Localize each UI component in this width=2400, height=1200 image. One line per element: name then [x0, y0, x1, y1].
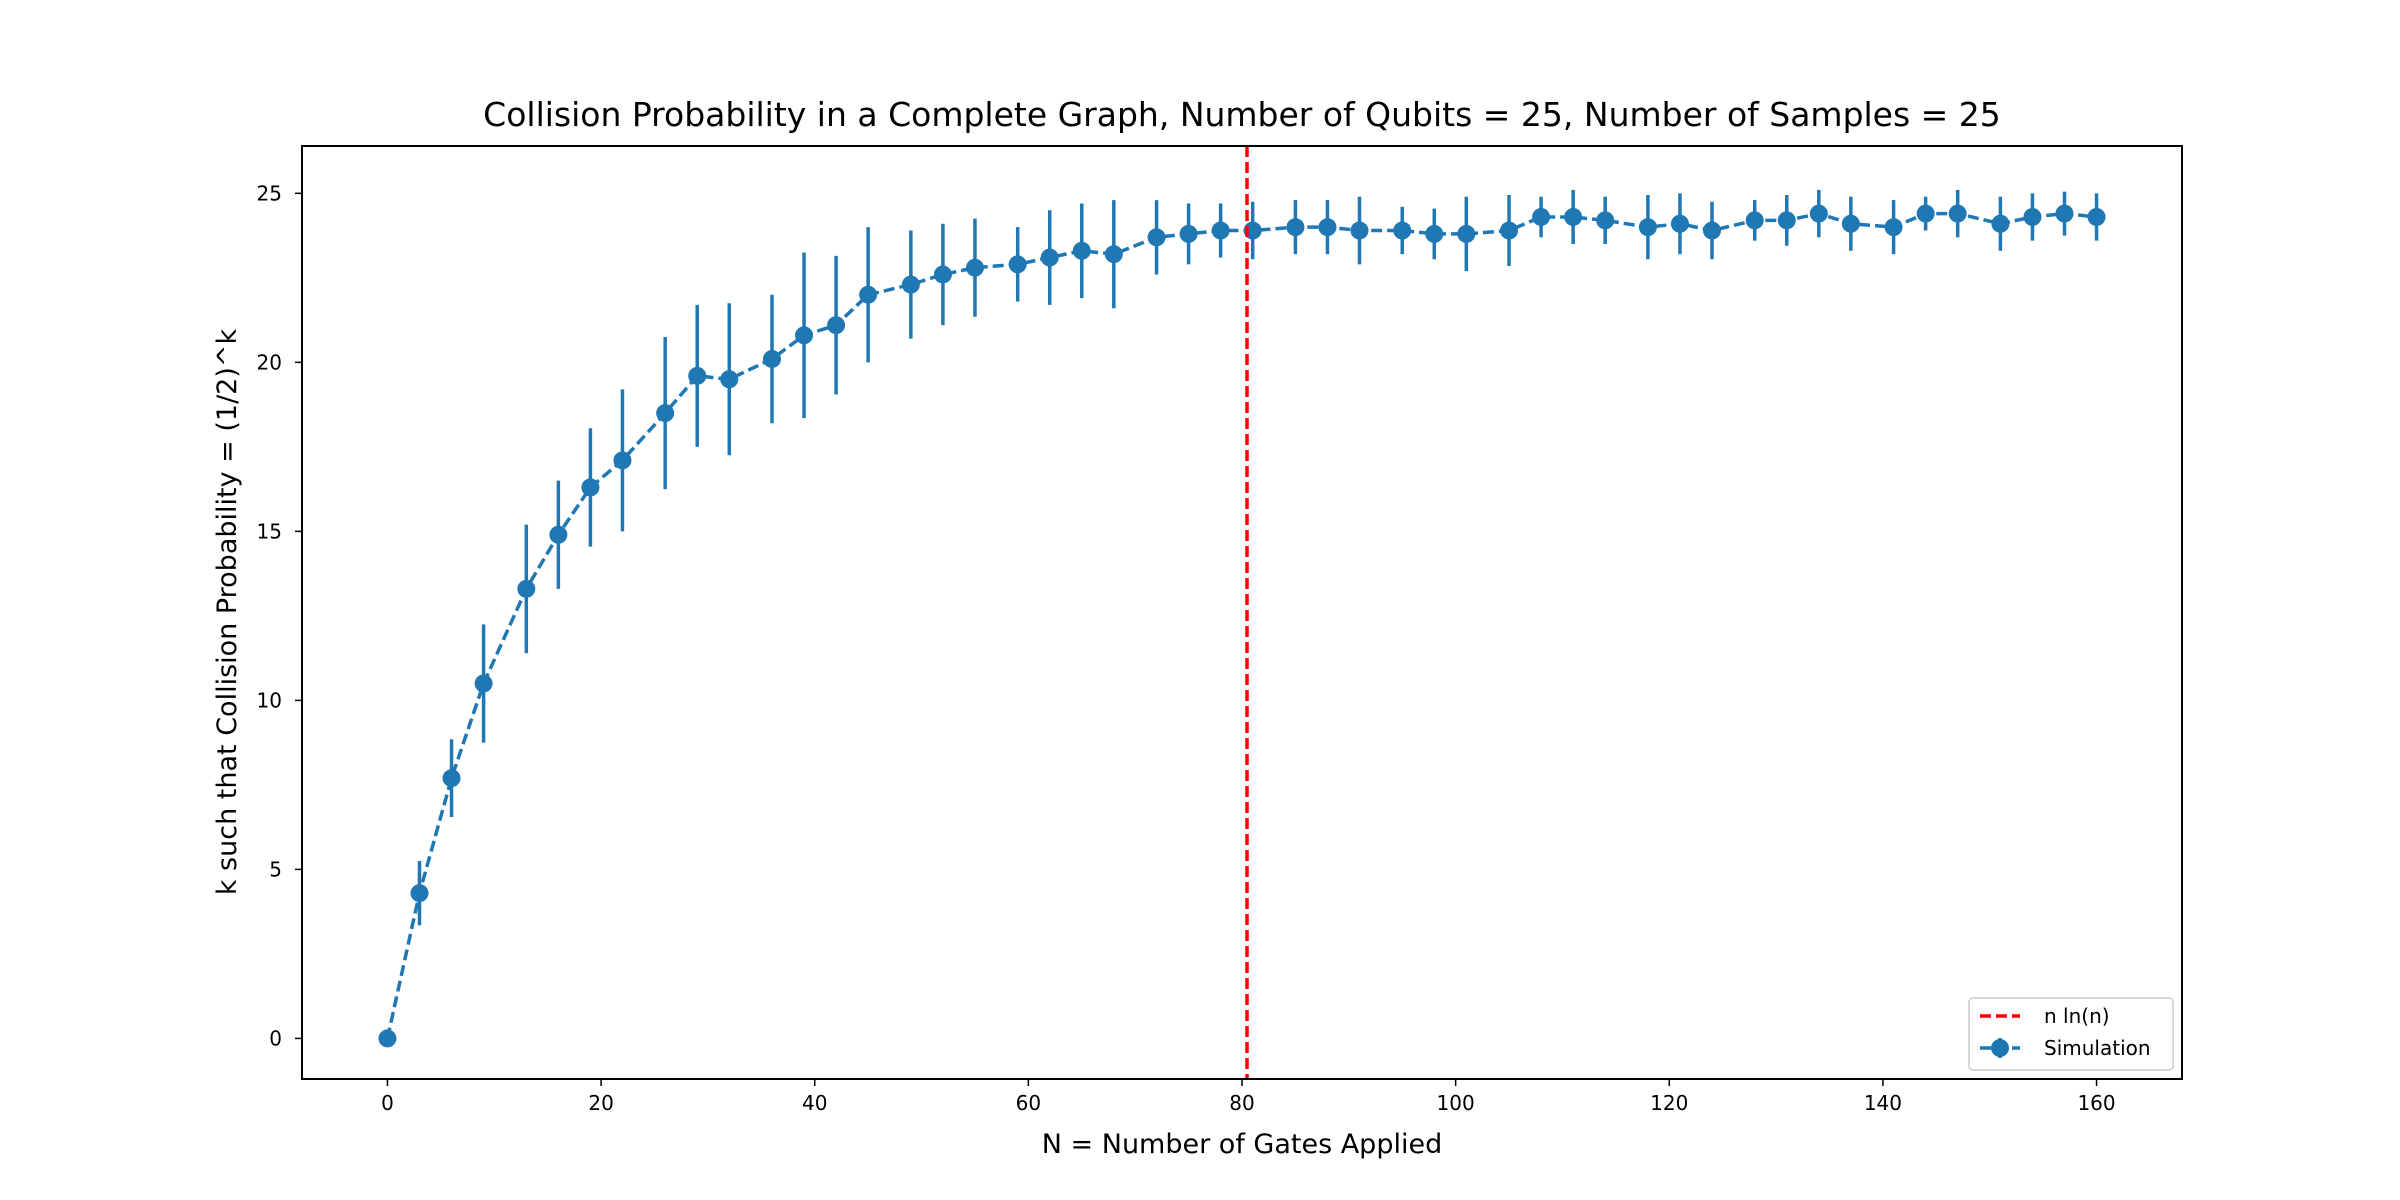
x-axis: 0 20 40 60 80 100 120 140 160	[381, 1079, 2116, 1115]
chart-title: Collision Probability in a Complete Grap…	[483, 95, 2001, 134]
data-point	[2055, 204, 2074, 223]
data-point	[1179, 224, 1198, 243]
data-point	[1425, 224, 1444, 243]
data-point	[442, 769, 461, 788]
data-point	[517, 579, 536, 598]
y-tick-label: 10	[257, 688, 282, 712]
data-point	[1318, 218, 1337, 237]
data-point	[1211, 221, 1230, 240]
data-point	[1008, 255, 1027, 274]
data-point	[613, 451, 632, 470]
legend-simulation-marker	[1991, 1039, 2009, 1057]
data-point	[1564, 207, 1583, 226]
data-point	[1841, 214, 1860, 233]
x-tick-label: 40	[802, 1091, 827, 1115]
data-point	[549, 525, 568, 544]
data-point	[795, 326, 814, 345]
legend: n ln(n) Simulation	[1968, 997, 2174, 1071]
data-point	[1991, 214, 2010, 233]
y-tick-label: 25	[257, 181, 282, 205]
data-point	[1638, 218, 1657, 237]
data-point	[1948, 204, 1967, 223]
data-point	[474, 674, 493, 693]
x-tick-label: 100	[1437, 1091, 1475, 1115]
data-point	[1040, 248, 1059, 267]
data-point	[965, 258, 984, 277]
x-axis-title: N = Number of Gates Applied	[1042, 1129, 1442, 1160]
data-point	[1500, 221, 1519, 240]
data-point	[1532, 207, 1551, 226]
y-tick-label: 15	[257, 519, 282, 543]
data-point	[378, 1029, 397, 1048]
data-point	[1777, 211, 1796, 230]
data-point	[1457, 224, 1476, 243]
y-axis-title: k such that Collision Probability = (1/2…	[212, 328, 243, 895]
data-point	[1072, 241, 1091, 260]
data-point	[859, 285, 878, 304]
data-point	[1147, 228, 1166, 247]
data-point	[720, 370, 739, 389]
data-point	[656, 404, 675, 423]
x-tick-label: 60	[1016, 1091, 1041, 1115]
data-point	[1670, 214, 1689, 233]
y-tick-label: 20	[257, 350, 282, 374]
y-tick-label: 0	[269, 1026, 282, 1050]
data-point	[1703, 221, 1721, 240]
data-point	[933, 265, 952, 284]
data-point	[827, 316, 846, 335]
data-point	[1809, 204, 1828, 223]
data-point	[410, 884, 429, 903]
x-tick-label: 20	[588, 1091, 613, 1115]
data-point	[1350, 221, 1369, 240]
data-point	[2023, 207, 2042, 226]
data-point	[1104, 245, 1123, 264]
data-point	[688, 366, 707, 385]
data-point	[2087, 207, 2106, 226]
data-point	[901, 275, 920, 294]
legend-simulation-label: Simulation	[2044, 1036, 2151, 1060]
x-tick-label: 0	[381, 1091, 394, 1115]
legend-reference-label: n ln(n)	[2044, 1004, 2110, 1028]
data-point	[1286, 218, 1305, 237]
data-point	[1916, 204, 1935, 223]
data-point	[763, 349, 781, 368]
plot-layer	[378, 146, 2106, 1079]
data-point	[1884, 218, 1903, 237]
x-tick-label: 120	[1650, 1091, 1688, 1115]
data-point	[1745, 211, 1764, 230]
data-point	[1393, 221, 1412, 240]
x-tick-label: 160	[2077, 1091, 2115, 1115]
x-tick-label: 80	[1229, 1091, 1254, 1115]
data-point	[581, 478, 600, 497]
data-point	[1596, 211, 1615, 230]
x-tick-label: 140	[1864, 1091, 1902, 1115]
y-axis: 0 5 10 15 20 25	[257, 181, 302, 1050]
y-tick-label: 5	[269, 857, 282, 881]
